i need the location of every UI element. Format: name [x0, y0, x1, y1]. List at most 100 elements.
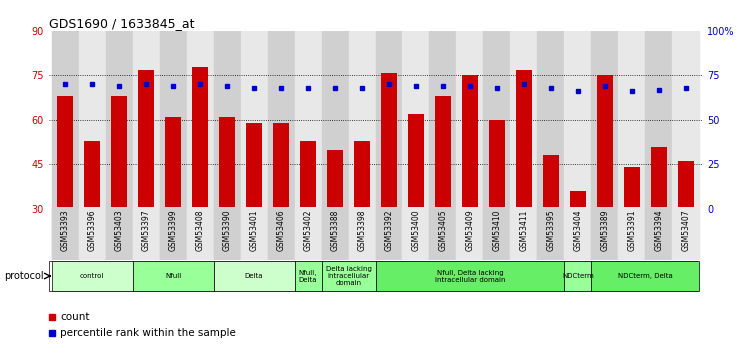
Text: protocol: protocol: [4, 271, 44, 281]
Bar: [403, 31, 430, 209]
Bar: [624, 167, 640, 209]
Bar: [538, 207, 565, 260]
Text: GSM53403: GSM53403: [114, 210, 123, 251]
Bar: [105, 207, 132, 260]
Bar: [79, 31, 105, 209]
FancyBboxPatch shape: [565, 261, 592, 291]
Bar: [376, 207, 403, 260]
Bar: [213, 207, 240, 260]
Bar: [132, 207, 159, 260]
FancyBboxPatch shape: [294, 261, 321, 291]
Bar: [79, 207, 105, 260]
Bar: [300, 141, 316, 209]
Text: GSM53399: GSM53399: [168, 210, 177, 251]
Bar: [376, 31, 403, 209]
FancyBboxPatch shape: [321, 261, 376, 291]
Bar: [132, 207, 159, 260]
Bar: [403, 207, 430, 260]
Text: GSM53390: GSM53390: [222, 210, 231, 251]
Text: GSM53410: GSM53410: [493, 210, 502, 251]
FancyBboxPatch shape: [132, 261, 213, 291]
Text: GSM53407: GSM53407: [681, 210, 690, 251]
Bar: [219, 117, 235, 209]
Bar: [646, 31, 672, 209]
Text: GSM53398: GSM53398: [357, 210, 366, 251]
Bar: [672, 31, 699, 209]
Text: GSM53394: GSM53394: [654, 210, 663, 251]
Bar: [213, 207, 240, 260]
Text: GDS1690 / 1633845_at: GDS1690 / 1633845_at: [49, 17, 195, 30]
Bar: [267, 207, 294, 260]
Bar: [511, 31, 538, 209]
Bar: [592, 207, 619, 260]
Bar: [403, 207, 430, 260]
Text: GSM53404: GSM53404: [574, 210, 583, 251]
Bar: [678, 161, 694, 209]
Bar: [186, 31, 213, 209]
Text: GSM53409: GSM53409: [466, 210, 475, 251]
Text: percentile rank within the sample: percentile rank within the sample: [60, 328, 236, 338]
Bar: [186, 207, 213, 260]
Text: GSM53405: GSM53405: [439, 210, 448, 251]
Bar: [457, 207, 484, 260]
Bar: [462, 76, 478, 209]
Bar: [111, 96, 127, 209]
Bar: [646, 207, 672, 260]
Bar: [132, 31, 159, 209]
Text: control: control: [80, 273, 104, 279]
Bar: [294, 31, 321, 209]
Bar: [516, 70, 532, 209]
Bar: [348, 31, 376, 209]
Bar: [543, 155, 559, 209]
Text: Nfull: Nfull: [165, 273, 181, 279]
Bar: [105, 207, 132, 260]
Text: count: count: [60, 312, 90, 322]
Bar: [327, 149, 343, 209]
Bar: [484, 207, 511, 260]
Bar: [321, 31, 348, 209]
Bar: [159, 31, 186, 209]
Bar: [246, 123, 262, 209]
Bar: [240, 207, 267, 260]
Bar: [240, 31, 267, 209]
Bar: [484, 31, 511, 209]
Bar: [457, 31, 484, 209]
Text: GSM53411: GSM53411: [520, 210, 529, 251]
Bar: [52, 31, 79, 209]
Bar: [672, 207, 699, 260]
Bar: [484, 207, 511, 260]
Bar: [57, 96, 73, 209]
FancyBboxPatch shape: [213, 261, 294, 291]
Bar: [672, 207, 699, 260]
Text: GSM53395: GSM53395: [547, 210, 556, 251]
Bar: [565, 207, 592, 260]
Bar: [511, 207, 538, 260]
Bar: [592, 31, 619, 209]
Bar: [321, 207, 348, 260]
Bar: [430, 207, 457, 260]
Text: GSM53389: GSM53389: [601, 210, 610, 251]
Bar: [348, 207, 376, 260]
Text: GSM53400: GSM53400: [412, 210, 421, 251]
Bar: [240, 207, 267, 260]
Bar: [273, 123, 289, 209]
Text: GSM53401: GSM53401: [249, 210, 258, 251]
Text: Delta: Delta: [245, 273, 264, 279]
Bar: [52, 207, 79, 260]
Bar: [592, 207, 619, 260]
Bar: [186, 207, 213, 260]
Bar: [619, 31, 646, 209]
Bar: [646, 207, 672, 260]
Bar: [435, 96, 451, 209]
Bar: [213, 31, 240, 209]
Text: Nfull, Delta lacking
intracellular domain: Nfull, Delta lacking intracellular domai…: [435, 269, 505, 283]
Bar: [565, 207, 592, 260]
Bar: [570, 191, 586, 209]
Bar: [381, 72, 397, 209]
FancyBboxPatch shape: [52, 261, 132, 291]
Bar: [430, 31, 457, 209]
Text: GSM53388: GSM53388: [330, 210, 339, 251]
Bar: [321, 207, 348, 260]
Bar: [192, 67, 208, 209]
Text: NDCterm, Delta: NDCterm, Delta: [618, 273, 673, 279]
